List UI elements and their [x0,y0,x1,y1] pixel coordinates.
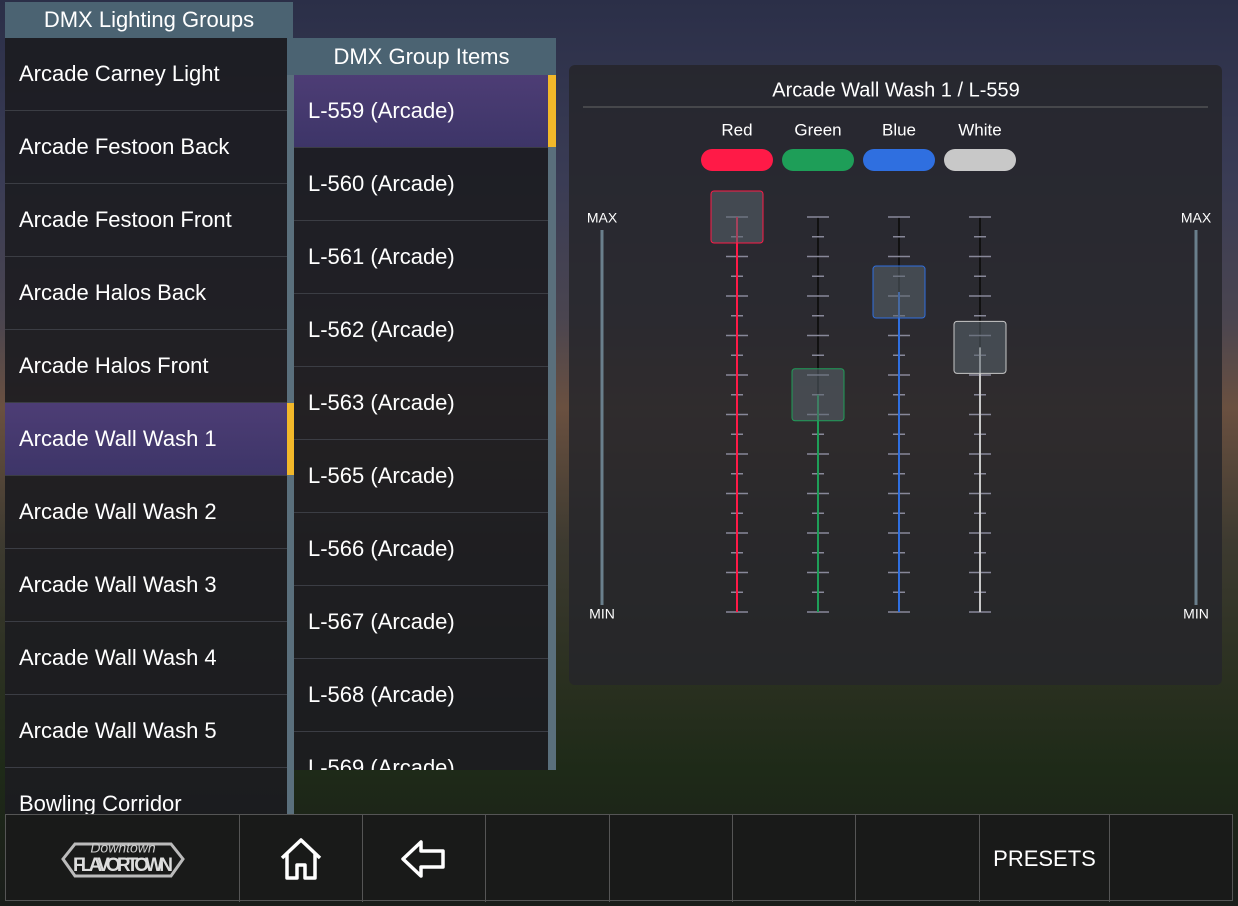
scroll-indicator [548,75,556,147]
groups-header: DMX Lighting Groups [5,2,293,38]
channel-swatch [863,149,935,171]
list-item[interactable]: Arcade Wall Wash 5 [5,695,287,768]
list-item[interactable]: Bowling Corridor [5,768,287,814]
logo-main: FLAVORTOWN [73,855,173,876]
items-header: DMX Group Items [287,38,556,75]
list-item[interactable]: Arcade Wall Wash 4 [5,622,287,695]
list-item[interactable]: Arcade Halos Front [5,330,287,403]
channel-swatch [944,149,1016,171]
channel-label: Red [721,120,752,139]
list-item[interactable]: L-563 (Arcade) [294,367,548,440]
min-label: MIN [589,606,615,622]
back-button[interactable] [363,815,486,902]
list-item[interactable]: L-559 (Arcade) [294,75,548,148]
logo-button[interactable]: Downtown FLAVORTOWN [6,815,240,902]
scroll-indicator [287,403,294,475]
groups-scrollbar [287,38,294,814]
max-label: MAX [587,210,618,226]
list-item[interactable]: L-567 (Arcade) [294,586,548,659]
list-item[interactable]: Arcade Festoon Front [5,184,287,257]
empty-button[interactable] [486,815,610,902]
list-item[interactable]: Arcade Wall Wash 1 [5,403,287,476]
channel-label: Green [794,120,841,139]
panel-title: Arcade Wall Wash 1 / L-559 [772,79,1020,101]
list-item[interactable]: Arcade Wall Wash 2 [5,476,287,549]
list-item[interactable]: Arcade Festoon Back [5,111,287,184]
empty-button[interactable] [856,815,980,902]
logo-top: Downtown [90,839,156,855]
list-item[interactable]: L-565 (Arcade) [294,440,548,513]
max-label: MAX [1181,210,1212,226]
list-item[interactable]: Arcade Halos Back [5,257,287,330]
empty-button[interactable] [733,815,856,902]
groups-list: Arcade Carney Light Arcade Festoon Back Ar… [5,38,287,814]
channel-swatch [782,149,854,171]
list-item[interactable]: Arcade Wall Wash 3 [5,549,287,622]
list-item[interactable]: L-560 (Arcade) [294,148,548,221]
fader-knob [872,265,926,319]
channel-label: Blue [882,120,916,139]
fader-knob [953,320,1007,374]
empty-button[interactable] [610,815,733,902]
home-button[interactable] [240,815,363,902]
toolbar: Downtown FLAVORTOWN PRESETS [5,814,1233,902]
logo: Downtown FLAVORTOWN [60,839,185,877]
channel-swatch [701,149,773,171]
home-icon [280,837,322,880]
list-item[interactable]: L-568 (Arcade) [294,659,548,732]
channel-label: White [958,120,1001,139]
logo-frame [60,842,185,877]
list-item[interactable]: L-561 (Arcade) [294,221,548,294]
back-icon [401,839,445,878]
fader-knob [791,368,845,422]
items-scrollbar [548,75,556,770]
min-label: MIN [1183,606,1209,622]
fader-knob [710,190,764,244]
list-item[interactable]: L-566 (Arcade) [294,513,548,586]
list-item[interactable]: Arcade Carney Light [5,38,287,111]
list-item[interactable]: L-562 (Arcade) [294,294,548,367]
items-list: L-559 (Arcade) L-560 (Arcade) L-561 (Arcad… [294,75,548,770]
presets-button[interactable]: PRESETS [980,815,1110,902]
list-item[interactable]: L-569 (Arcade) [294,732,548,770]
